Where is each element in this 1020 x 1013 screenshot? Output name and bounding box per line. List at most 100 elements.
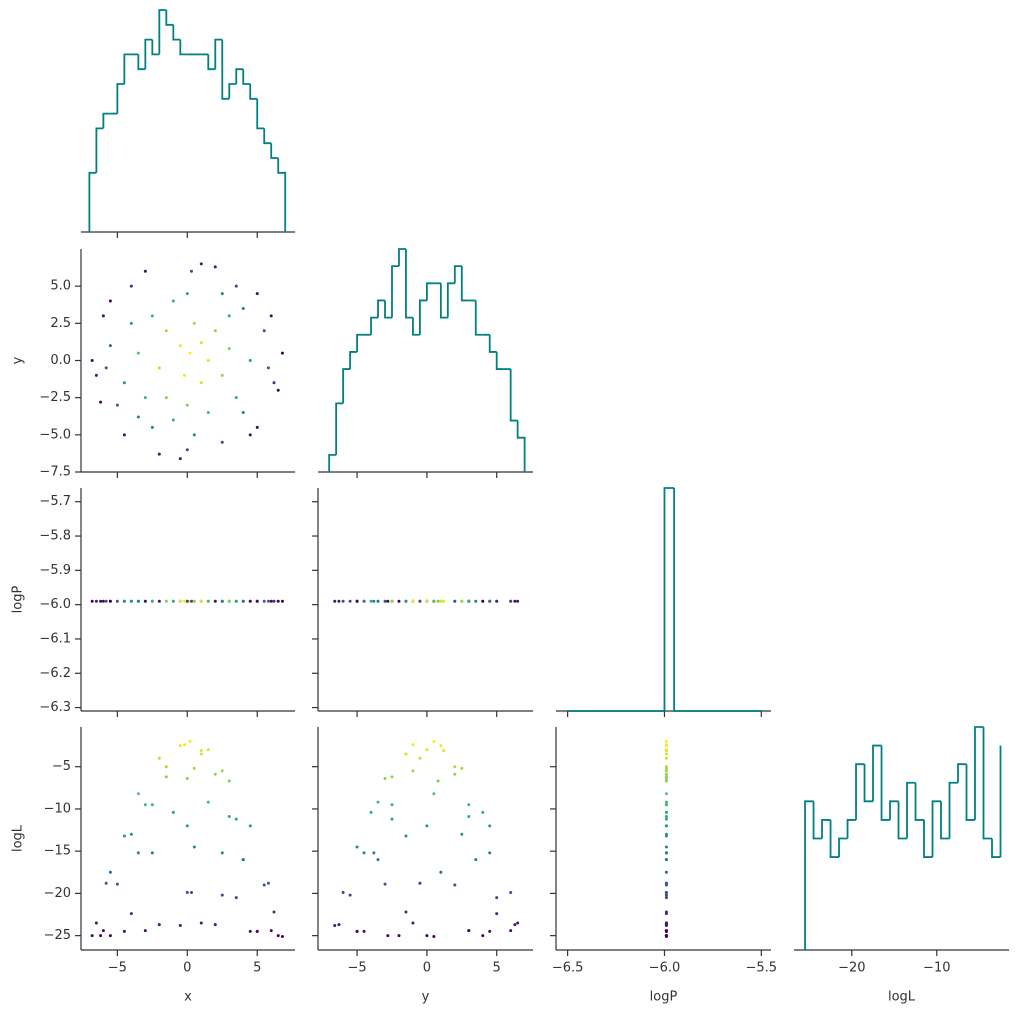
histogram-step	[137, 54, 146, 71]
histogram-step	[663, 487, 675, 711]
y-tick-label: −5	[52, 759, 71, 774]
histogram-step	[235, 68, 244, 84]
sample-point	[266, 881, 270, 885]
sample-point	[481, 810, 485, 814]
y-tick-label: 5.0	[50, 279, 71, 294]
sample-point	[248, 359, 252, 362]
sample-point	[255, 599, 259, 603]
sample-point	[94, 373, 98, 377]
sample-point	[185, 599, 189, 603]
sample-point	[341, 599, 345, 603]
y-tick-label: −6.2	[39, 666, 71, 681]
sample-point	[495, 896, 499, 900]
sample-point	[227, 314, 231, 318]
sample-point	[122, 381, 126, 385]
histogram-step	[812, 801, 823, 840]
histogram-step	[880, 745, 891, 821]
sample-point	[276, 934, 280, 938]
histogram-step	[349, 351, 358, 370]
sample-point	[411, 599, 415, 603]
sample-point	[115, 403, 119, 407]
histogram-step	[88, 171, 97, 232]
sample-point	[108, 344, 112, 348]
sample-point	[272, 910, 276, 914]
histogram-step	[328, 453, 337, 472]
histogram-step	[144, 38, 153, 70]
sample-point	[333, 599, 337, 603]
sample-point	[266, 599, 270, 603]
sample-point	[436, 599, 440, 603]
histogram-step	[425, 282, 434, 301]
sample-point	[372, 851, 376, 855]
histogram-step	[509, 369, 518, 422]
sample-point	[164, 329, 168, 333]
sample-point	[90, 359, 94, 362]
sample-point	[188, 739, 192, 743]
sample-point	[481, 934, 485, 938]
sample-point	[136, 851, 140, 855]
y-tick-label: −25	[44, 928, 71, 943]
sample-point	[269, 929, 273, 933]
histogram-step	[923, 819, 933, 858]
sample-point	[488, 929, 492, 933]
sample-point	[199, 262, 203, 266]
x-tick-label: 5	[493, 961, 501, 976]
histogram-step	[940, 801, 950, 840]
sample-point	[425, 599, 429, 603]
histogram-step	[270, 143, 279, 159]
sample-point	[104, 881, 108, 885]
sample-point	[248, 433, 252, 437]
sample-point	[474, 858, 478, 862]
sample-point	[453, 599, 457, 603]
sample-point	[262, 599, 266, 603]
histogram-step	[974, 726, 984, 820]
sample-point	[206, 599, 210, 603]
sample-point	[453, 765, 457, 769]
histogram-step	[342, 368, 351, 404]
sample-point	[333, 924, 337, 928]
sample-point	[369, 599, 373, 603]
sample-point	[664, 934, 668, 938]
sample-point	[404, 910, 408, 914]
sample-point	[467, 815, 471, 819]
histogram-step	[151, 39, 160, 56]
histogram-step	[439, 283, 448, 319]
sample-point	[164, 775, 168, 779]
sample-point	[418, 881, 422, 885]
sample-point	[509, 929, 513, 933]
sample-point	[171, 418, 175, 422]
sample-point	[143, 396, 147, 400]
histogram-step	[957, 763, 967, 783]
y-axis-label: logL	[11, 824, 26, 852]
sample-point	[362, 929, 366, 933]
sample-point	[664, 870, 668, 874]
sample-point	[234, 599, 238, 603]
sample-point	[488, 599, 492, 603]
sample-point	[460, 832, 464, 836]
sample-point	[248, 824, 252, 828]
histogram-step	[207, 54, 216, 71]
sample-point	[206, 411, 210, 415]
sample-point	[143, 803, 147, 807]
sample-point	[404, 834, 408, 838]
sample-point	[664, 775, 668, 779]
sample-point	[280, 934, 284, 938]
sample-point	[192, 845, 196, 849]
sample-point	[220, 292, 224, 296]
sample-point	[362, 599, 366, 603]
sample-point	[189, 269, 193, 273]
y-tick-label: 2.5	[50, 316, 71, 331]
sample-point	[122, 599, 126, 603]
histogram-step	[488, 334, 497, 353]
sample-point	[369, 810, 373, 814]
sample-point	[495, 599, 499, 603]
y-tick-label: −5.9	[39, 563, 71, 578]
sample-point	[348, 893, 352, 897]
sample-point	[509, 599, 513, 603]
sample-point	[99, 599, 103, 603]
sample-point	[108, 599, 112, 603]
sample-point	[362, 851, 366, 855]
sample-point	[136, 599, 140, 603]
sample-point	[185, 448, 189, 452]
histogram-step	[242, 69, 251, 85]
